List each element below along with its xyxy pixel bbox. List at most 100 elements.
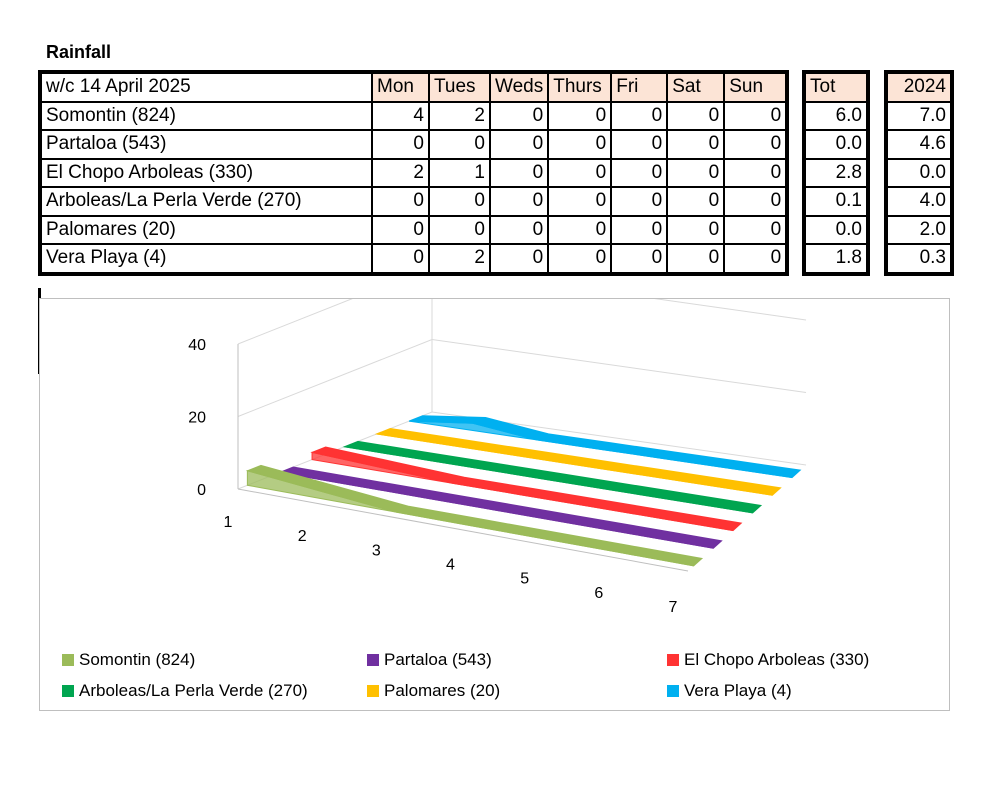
rain-value: 0 [610,186,669,217]
page-title: Rainfall [46,42,112,62]
gridline [237,299,807,345]
rain-value: 0 [547,157,613,188]
rain-value: 0 [488,214,550,245]
rain-value: 0 [723,214,790,245]
legend-swatch [62,685,74,697]
previous-year-header: 2024 [884,70,954,103]
rain-value: 0 [610,243,669,276]
rain-value: 0 [488,157,550,188]
day-header-tues: Tues [428,70,491,103]
rain-value: 0 [666,157,726,188]
rain-value: 0 [610,100,669,131]
legend-label: Somontin (824) [79,650,196,669]
rain-value: 2 [428,100,491,131]
legend-label: Arboleas/La Perla Verde (270) [79,681,308,700]
station-name: Vera Playa (4) [38,243,373,276]
y-tick-label: 0 [197,482,206,499]
series-ribbon-front [344,446,753,514]
series-ribbon-top [277,466,723,549]
table-row: Vera Playa (4) 0 2 0 0 0 0 0 [38,243,790,276]
legend-entry: Vera Playa (4) [667,681,792,701]
previous-year-value: 0.0 [884,157,954,188]
rain-value: 0 [428,214,491,245]
day-header-sat: Sat [666,70,726,103]
rain-value: 0 [371,243,430,276]
station-name: Somontin (824) [38,100,373,131]
total-value: 0.1 [802,186,870,217]
x-axis [237,488,689,572]
rain-value: 0 [666,100,726,131]
table-row: Partaloa (543) 0 0 0 0 0 0 0 [38,129,790,160]
rain-value: 0 [488,243,550,276]
rain-value: 0 [547,186,613,217]
rain-value: 0 [371,129,430,160]
rain-value: 0 [610,129,669,160]
total-value: 0.0 [802,129,870,160]
day-header-mon: Mon [371,70,430,103]
series-ribbon-front [311,451,734,532]
rain-value: 0 [488,186,550,217]
table-header-row: w/c 14 April 2025 Mon Tues Weds Thurs Fr… [38,70,790,103]
station-name: Partaloa (543) [38,129,373,160]
legend-swatch [62,654,74,666]
station-name: Palomares (20) [38,214,373,245]
rain-value: 0 [610,157,669,188]
rain-value: 0 [371,214,430,245]
previous-year-table: 2024 7.0 4.6 0.0 4.0 2.0 0.3 [884,70,954,276]
rain-value: 0 [666,186,726,217]
station-name: El Chopo Arboleas (330) [38,157,373,188]
rain-value: 1 [428,157,491,188]
x-tick-label: 3 [372,542,381,559]
legend-label: Vera Playa (4) [684,681,792,700]
legend-swatch [667,654,679,666]
x-tick-label: 5 [520,571,529,588]
rain-value: 0 [488,129,550,160]
rain-value: 0 [723,186,790,217]
rain-value: 0 [723,157,790,188]
rain-value: 0 [371,186,430,217]
previous-year-value: 4.0 [884,186,954,217]
table-row: Arboleas/La Perla Verde (270) 0 0 0 0 0 … [38,186,790,217]
x-tick-label: 2 [298,528,307,545]
total-table: Tot 6.0 0.0 2.8 0.1 0.0 1.8 [802,70,870,276]
day-header-weds: Weds [488,70,550,103]
previous-year-value: 0.3 [884,243,954,276]
series-ribbon-front [246,470,694,567]
chart-plot: 0 20 40 1 2 3 4 5 6 7 [188,299,807,616]
rain-value: 0 [666,214,726,245]
legend-entry: Partaloa (543) [367,650,492,670]
rain-value: 0 [428,129,491,160]
rain-value: 0 [723,100,790,131]
y-tick-label: 20 [188,410,206,427]
rain-value: 0 [547,214,613,245]
legend-label: El Chopo Arboleas (330) [684,650,870,669]
rain-value: 0 [723,243,790,276]
rain-value: 0 [547,243,613,276]
day-header-thurs: Thurs [547,70,613,103]
legend-swatch [667,685,679,697]
total-header: Tot [802,70,870,103]
rainfall-table: w/c 14 April 2025 Mon Tues Weds Thurs Fr… [38,70,790,276]
table-row: Somontin (824) 4 2 0 0 0 0 0 [38,100,790,131]
legend-entry: Palomares (20) [367,681,500,701]
x-tick-label: 6 [594,585,603,602]
total-value: 6.0 [802,100,870,131]
rain-value: 0 [610,214,669,245]
day-header-fri: Fri [610,70,669,103]
x-tick-label: 1 [224,514,233,531]
legend-swatch [367,654,379,666]
legend-label: Partaloa (543) [384,650,492,669]
gridline [237,338,807,417]
previous-year-value: 2.0 [884,214,954,245]
x-tick-label: 4 [446,557,455,574]
y-tick-label: 40 [188,337,206,354]
previous-year-value: 7.0 [884,100,954,131]
rain-value: 0 [547,100,613,131]
day-header-sun: Sun [723,70,790,103]
legend-entry: Somontin (824) [62,650,195,670]
legend-entry: El Chopo Arboleas (330) [667,650,869,670]
legend-label: Palomares (20) [384,681,501,700]
rain-value: 0 [488,100,550,131]
rain-value: 0 [547,129,613,160]
x-tick-label: 7 [669,599,678,616]
